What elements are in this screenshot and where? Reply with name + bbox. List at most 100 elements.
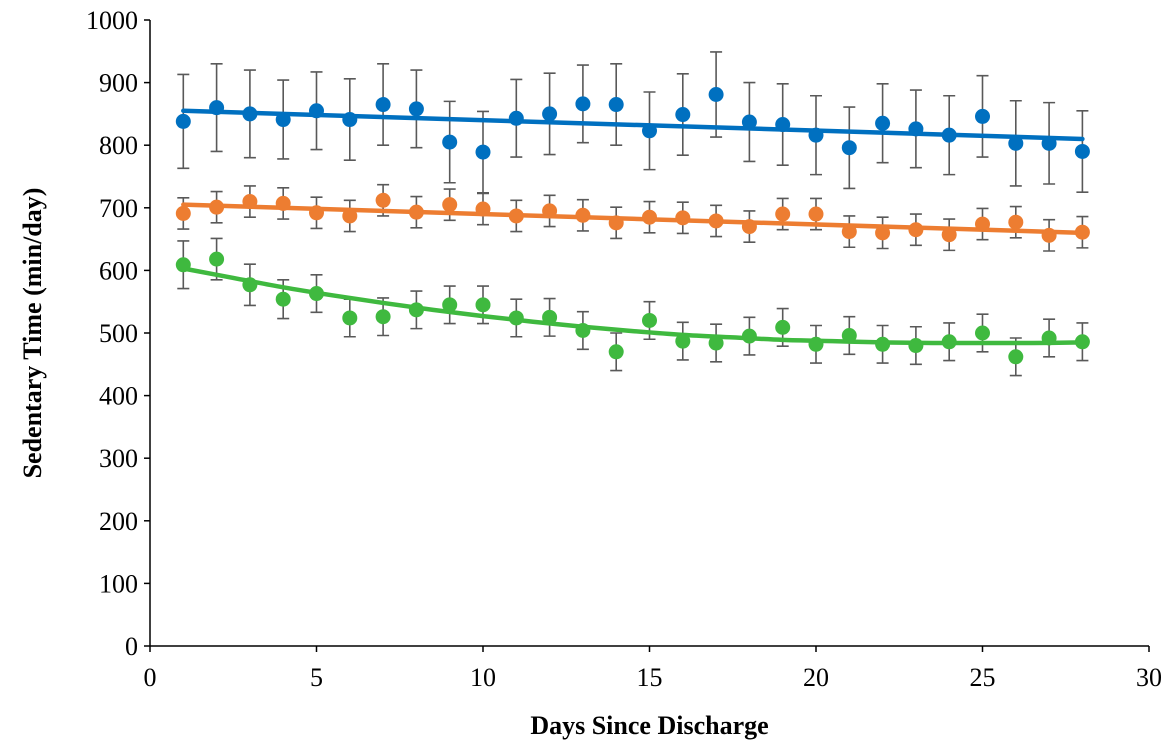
x-tick-label: 10 bbox=[470, 663, 496, 692]
data-point bbox=[741, 328, 757, 344]
data-point bbox=[808, 127, 824, 143]
data-point bbox=[408, 204, 424, 220]
data-point bbox=[608, 97, 624, 113]
data-point bbox=[775, 319, 791, 335]
data-point bbox=[375, 192, 391, 208]
data-point bbox=[275, 291, 291, 307]
data-point bbox=[908, 338, 924, 354]
series-2 bbox=[175, 183, 1090, 252]
data-point bbox=[309, 286, 324, 302]
plot-area bbox=[175, 51, 1090, 377]
data-point bbox=[1074, 143, 1090, 159]
data-point bbox=[508, 110, 524, 126]
data-point bbox=[875, 115, 891, 131]
data-point bbox=[908, 121, 924, 137]
data-point bbox=[575, 96, 591, 112]
trend-line bbox=[181, 266, 1085, 346]
data-point bbox=[1041, 227, 1057, 243]
data-point bbox=[775, 206, 791, 222]
data-point bbox=[1008, 349, 1024, 365]
data-point bbox=[342, 208, 358, 224]
data-point bbox=[941, 334, 957, 350]
data-point bbox=[475, 144, 491, 160]
data-point bbox=[841, 328, 857, 344]
data-point bbox=[841, 224, 857, 240]
data-point bbox=[1008, 135, 1024, 151]
x-tick-label: 20 bbox=[803, 663, 829, 692]
data-point bbox=[309, 205, 324, 221]
data-point bbox=[642, 209, 657, 225]
trend-line bbox=[181, 108, 1085, 142]
data-point bbox=[408, 101, 424, 117]
data-point bbox=[875, 336, 891, 352]
tick-labels: 0 100 200 300 400 500 600 700 800 900 1000 0 5 10 15 20… bbox=[86, 6, 1162, 692]
y-tick-label: 800 bbox=[99, 131, 138, 160]
y-tick-label: 200 bbox=[99, 507, 138, 536]
x-tick-label: 15 bbox=[637, 663, 663, 692]
y-tick-label: 700 bbox=[99, 194, 138, 223]
x-tick-label: 30 bbox=[1136, 663, 1162, 692]
data-point bbox=[542, 203, 558, 219]
data-point bbox=[675, 333, 691, 349]
data-point bbox=[1041, 330, 1057, 346]
data-point bbox=[342, 310, 358, 326]
data-point bbox=[575, 207, 591, 223]
data-point bbox=[309, 103, 324, 119]
x-tick-label: 25 bbox=[970, 663, 996, 692]
y-tick-label: 600 bbox=[99, 256, 138, 285]
data-point bbox=[442, 197, 458, 213]
data-point bbox=[1041, 135, 1057, 151]
data-point bbox=[442, 134, 458, 150]
data-point bbox=[209, 199, 225, 215]
data-point bbox=[608, 215, 624, 231]
data-point bbox=[708, 86, 724, 102]
data-point bbox=[975, 216, 990, 232]
data-point bbox=[1074, 334, 1090, 350]
data-point bbox=[875, 225, 891, 241]
data-point bbox=[542, 106, 558, 122]
data-point bbox=[908, 222, 924, 238]
y-tick-label: 100 bbox=[99, 569, 138, 598]
data-point bbox=[642, 312, 657, 328]
data-point bbox=[175, 205, 191, 221]
data-point bbox=[542, 309, 558, 325]
data-point bbox=[508, 310, 524, 326]
series-1 bbox=[175, 51, 1090, 194]
data-point bbox=[1008, 214, 1024, 230]
data-point bbox=[209, 100, 225, 116]
data-point bbox=[642, 123, 657, 139]
y-tick-label: 400 bbox=[99, 382, 138, 411]
data-point bbox=[508, 208, 524, 224]
data-point bbox=[808, 336, 824, 352]
data-point bbox=[741, 114, 757, 130]
x-tick-label: 0 bbox=[144, 663, 157, 692]
y-tick-label: 300 bbox=[99, 444, 138, 473]
data-point bbox=[408, 302, 424, 318]
data-point bbox=[375, 97, 391, 113]
data-point bbox=[675, 107, 691, 123]
y-tick-label: 900 bbox=[99, 69, 138, 98]
y-tick-label: 1000 bbox=[86, 6, 138, 35]
data-point bbox=[342, 112, 358, 128]
y-axis-title: Sedentary Time (min/day) bbox=[18, 188, 47, 479]
data-point bbox=[475, 297, 491, 313]
data-point bbox=[775, 117, 791, 133]
data-point bbox=[841, 140, 857, 156]
data-point bbox=[442, 297, 458, 313]
data-point bbox=[275, 112, 291, 128]
y-tick-label: 0 bbox=[125, 632, 138, 661]
x-tick-label: 5 bbox=[310, 663, 323, 692]
data-point bbox=[242, 194, 258, 210]
data-point bbox=[175, 113, 191, 129]
series-3 bbox=[175, 237, 1090, 377]
data-point bbox=[975, 108, 990, 124]
data-point bbox=[475, 201, 491, 217]
data-point bbox=[941, 227, 957, 243]
data-point bbox=[975, 325, 990, 341]
data-point bbox=[675, 210, 691, 226]
data-point bbox=[608, 344, 624, 360]
data-point bbox=[941, 127, 957, 143]
data-point bbox=[708, 335, 724, 351]
